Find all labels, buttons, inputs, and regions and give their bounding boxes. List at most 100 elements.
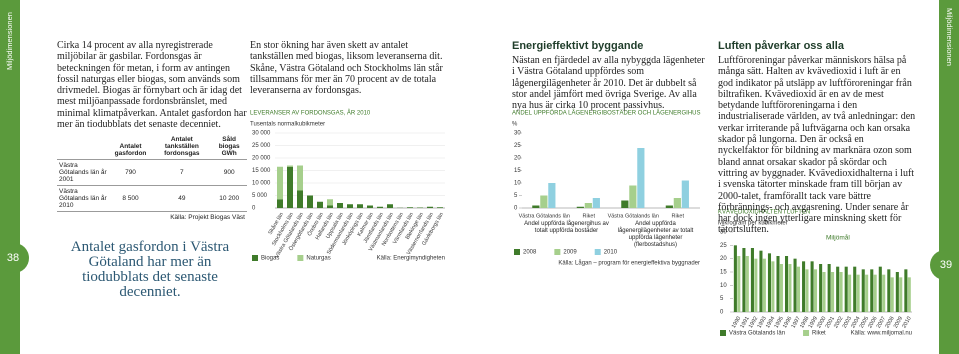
cell: 8 500 (108, 185, 153, 212)
y-tick-label: 10 (514, 181, 521, 187)
bar (873, 274, 877, 312)
page-number: 38 (7, 252, 19, 264)
table-source: Källa: Projekt Biogas Väst (57, 211, 247, 223)
bar (848, 274, 852, 312)
x-tick-label: 1993 (757, 316, 768, 330)
bar-segment (437, 207, 443, 208)
chart-source: Källa: Energimyndigheten (377, 256, 445, 262)
y-tick-label: 5 000 (252, 193, 268, 199)
y-tick-label: 30 000 (252, 131, 271, 137)
legend-swatch (252, 255, 258, 261)
bar (750, 248, 754, 312)
bar (870, 269, 874, 312)
y-tick-label: 20 (720, 256, 727, 262)
legend-label: Naturgas (306, 256, 330, 262)
bar (810, 261, 814, 312)
chart-source: Källa: www.miljomal.nu (851, 331, 912, 337)
bar-segment (287, 166, 293, 208)
cell: 10 200 (211, 185, 247, 212)
bar (890, 277, 894, 312)
bar-segment (307, 195, 313, 208)
bar (745, 256, 749, 312)
x-tick-label: 1992 (748, 316, 759, 330)
x-tick-label: 2007 (876, 316, 887, 330)
row-label: Västra Götalands län år 2010 (57, 185, 109, 212)
y-tick-label: 0 (252, 206, 256, 212)
x-tick-label: 2000 (816, 316, 827, 330)
y-tick-label: 15 (514, 168, 521, 174)
y-tick-label: 20 (514, 156, 521, 162)
bar (742, 248, 746, 312)
bar (802, 261, 806, 312)
body-text: Luftföroreningar påverkar människors häl… (718, 55, 916, 236)
x-tick-label: 2001 (825, 316, 836, 330)
bar (733, 245, 737, 312)
y-axis-label: Tusentals normalkubikmeter (250, 122, 325, 128)
x-tick-label: Riket (582, 213, 595, 219)
bar-segment (277, 166, 283, 200)
bar (540, 195, 548, 208)
y-tick-label: 10 (720, 283, 727, 289)
cell: 790 (108, 159, 153, 186)
table-header: Antalet tankställen fordonsgas (164, 136, 200, 157)
bar (673, 198, 681, 208)
bar-segment (387, 204, 393, 208)
bar (788, 264, 792, 312)
bar (793, 258, 797, 312)
bar (831, 272, 835, 312)
table-corner (57, 134, 109, 160)
y-tick-label: 25 (514, 143, 521, 149)
chart-source: Källa: Lågan – program för energieffekti… (558, 260, 700, 267)
x-tick-label: Västra Götalands län (519, 213, 570, 219)
page-number-badge (0, 243, 29, 273)
bar-segment (337, 203, 343, 208)
x-tick-label: 2005 (859, 316, 870, 330)
bar (878, 266, 882, 312)
x-tick-label: 1991 (739, 316, 750, 330)
bar (827, 264, 831, 312)
group-label: Andel uppförda lågenergilägenheter av to… (617, 221, 694, 248)
bar-segment (327, 205, 333, 208)
x-tick-label: 2006 (867, 316, 878, 330)
y-tick-label: 15 (720, 270, 727, 276)
y-tick-label: 0 (514, 206, 518, 212)
x-tick-label: 2003 (842, 316, 853, 330)
bar (576, 206, 584, 208)
pull-quote: Antalet gasfordon i Västra Götaland har … (70, 239, 230, 300)
x-tick-label: 1997 (791, 316, 802, 330)
bar (899, 277, 903, 312)
y-tick-label: 25 (720, 243, 727, 249)
chart-title: KVÄVEDIOXIDHALTEN I LUFTEN (718, 209, 810, 216)
bar (865, 274, 869, 312)
bar-segment (357, 204, 363, 208)
x-tick-label: 2008 (884, 316, 895, 330)
bar (836, 266, 840, 312)
bar (762, 258, 766, 312)
bar (844, 266, 848, 312)
legend-swatch (554, 249, 561, 255)
bar (737, 256, 741, 312)
legend-label: Biogas (261, 256, 279, 262)
heading: Energieffektivt byggande (512, 40, 644, 52)
bar-segment (347, 204, 353, 208)
table-header: Såld biogas GWh (218, 136, 240, 157)
bar (907, 277, 911, 312)
y-tick-label: 20 000 (252, 156, 271, 162)
x-tick-label: 1994 (765, 316, 776, 330)
bar (895, 272, 899, 312)
chart-title: ANDEL UPPFÖRDA LÅGENERGIBOSTÄDER OCH LÅG… (512, 110, 700, 117)
x-tick-label: 2002 (833, 316, 844, 330)
legend-swatch (297, 255, 304, 261)
x-tick-label: Riket (671, 213, 684, 219)
bar (822, 272, 826, 312)
row-label: Västra Götalands län år 2001 (57, 159, 109, 186)
bar (592, 198, 600, 208)
bar (882, 274, 886, 312)
y-tick-label: 0 (720, 310, 724, 316)
data-table: Antalet gasfordon Antalet tankställen fo… (57, 134, 247, 223)
bar (767, 253, 772, 312)
bar (819, 264, 823, 312)
bar (796, 266, 800, 312)
